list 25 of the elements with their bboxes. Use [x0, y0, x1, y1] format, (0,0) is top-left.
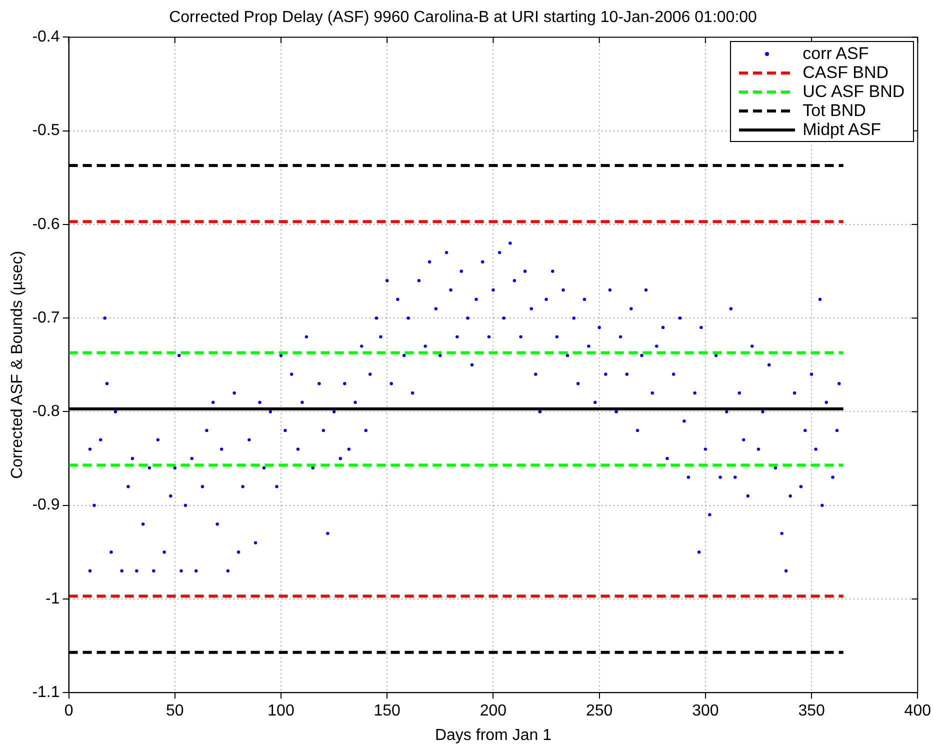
legend-label: Tot BND: [802, 101, 866, 120]
legend-label: CASF BND: [802, 63, 889, 82]
y-tick-label: -0.9: [32, 496, 60, 514]
x-tick-label: 50: [166, 702, 184, 720]
y-axis-title: Corrected ASF & Bounds (µsec): [9, 250, 26, 479]
legend-label: Midpt ASF: [802, 120, 882, 140]
legend-label: corr ASF: [802, 44, 869, 64]
x-tick-label: 0: [64, 702, 74, 720]
x-tick-label: 150: [374, 702, 401, 720]
chart-title: Corrected Prop Delay (ASF) 9960 Carolina-B at URI starting 10-Jan-2006 01:00:00: [169, 9, 758, 26]
x-tick-label: 200: [480, 702, 507, 720]
y-tick-label: -1: [46, 590, 60, 608]
y-tick-label: -0.8: [32, 403, 60, 420]
y-tick-label: -0.7: [32, 309, 60, 326]
x-axis-title: Days from Jan 1: [434, 726, 552, 744]
y-tick-label: -0.4: [32, 28, 60, 46]
x-tick-label: 250: [586, 702, 613, 720]
y-tick-label: -0.5: [32, 122, 60, 140]
y-tick-label: -1.1: [32, 684, 60, 702]
legend-label: UC ASF BND: [802, 82, 905, 102]
x-tick-label: 300: [692, 702, 719, 720]
y-tick-label: -0.6: [32, 216, 60, 233]
x-tick-label: 100: [268, 702, 294, 720]
x-tick-label: 400: [904, 702, 932, 720]
x-tick-label: 350: [798, 702, 825, 720]
